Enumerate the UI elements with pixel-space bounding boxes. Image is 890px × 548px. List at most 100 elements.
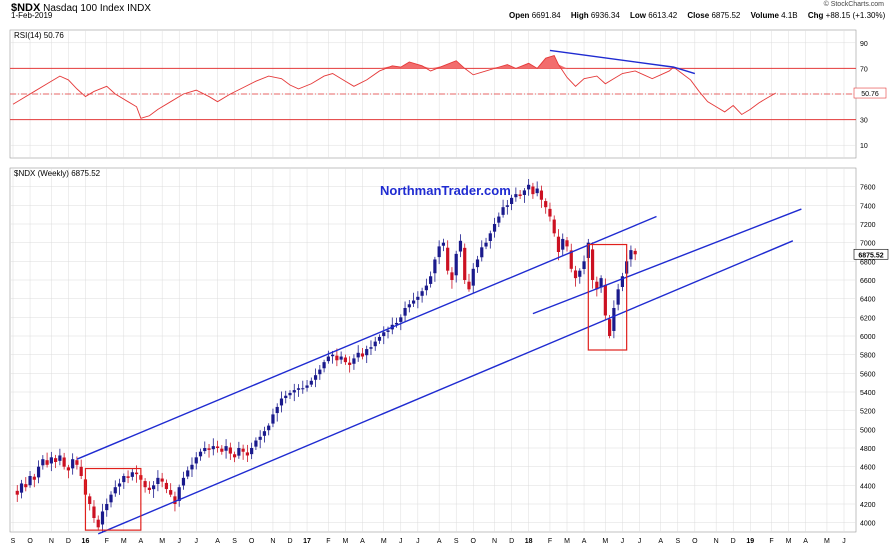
candle-body [267, 425, 271, 431]
candle-body [454, 253, 458, 276]
candle-body [279, 398, 284, 406]
close-label: Close [687, 11, 710, 20]
x-tick-label: O [692, 538, 698, 545]
rsi-tick-label: 10 [860, 143, 868, 150]
x-tick-label: J [842, 538, 846, 545]
candle-body [15, 490, 19, 495]
price-tick-label: 7000 [860, 241, 876, 248]
x-tick-label: F [548, 538, 552, 545]
price-tick-label: 5600 [860, 371, 876, 378]
candle-body [130, 472, 134, 477]
x-tick-label: S [675, 538, 680, 545]
open-value: 6691.84 [531, 11, 561, 20]
candle-body [608, 319, 612, 336]
x-tick-label: M [824, 538, 830, 545]
candle-body [360, 353, 365, 357]
price-title: $NDX (Weekly) 6875.52 [14, 169, 101, 178]
x-tick-label: N [49, 538, 54, 545]
candle-body [556, 236, 561, 252]
candle-body [497, 216, 501, 223]
candle-body [36, 466, 41, 478]
candle-body [501, 207, 505, 215]
x-tick-label: D [287, 538, 292, 545]
price-tick-label: 7400 [860, 203, 876, 210]
candle-body [109, 494, 113, 503]
x-tick-label: M [381, 538, 387, 545]
candle-body [590, 249, 595, 280]
candle-body [186, 470, 190, 477]
x-tick-label: M [159, 538, 165, 545]
last-price-box [853, 248, 889, 260]
candle-body [603, 284, 607, 316]
price-tick-label: 5800 [860, 353, 876, 360]
candle-body [505, 205, 509, 207]
candle-body [510, 197, 514, 204]
candle-body [373, 341, 377, 347]
candle-body [19, 483, 24, 493]
high-value: 6936.34 [590, 11, 620, 20]
candle-body [228, 447, 232, 454]
x-tick-label: J [638, 538, 642, 545]
candle-body [352, 358, 356, 364]
x-tick-label: N [270, 538, 275, 545]
x-tick-label: A [360, 538, 365, 545]
candle-body [100, 511, 105, 525]
candle-body [156, 477, 160, 484]
candle-body [514, 194, 518, 198]
candle-body [122, 476, 126, 483]
candle-body [309, 380, 313, 385]
candle-body [535, 188, 539, 194]
rsi-last-value: 50.76 [861, 91, 879, 98]
candle-body [45, 460, 49, 465]
candle-body [292, 390, 296, 393]
candle-body [527, 184, 531, 190]
price-tick-label: 4400 [860, 483, 876, 490]
x-tick-label: S [454, 538, 459, 545]
candle-body [32, 476, 36, 480]
x-tick-label: S [11, 538, 16, 545]
x-tick-label: A [215, 538, 220, 545]
candle-body [446, 247, 450, 271]
candle-body [147, 487, 151, 490]
price-tick-label: 4200 [860, 502, 876, 509]
price-tick-label: 6800 [860, 259, 876, 266]
candle-body [224, 446, 228, 451]
candle-body [620, 276, 624, 287]
candle-body [271, 414, 275, 424]
candle-body [433, 259, 437, 274]
candle-body [492, 224, 497, 232]
last-price-label: 6875.52 [858, 252, 883, 259]
candle-body [126, 476, 130, 478]
candle-body [348, 362, 352, 365]
volume-value: 4.1B [781, 11, 798, 20]
candle-body [578, 270, 582, 277]
volume-label: Volume [750, 11, 779, 20]
rsi-title: RSI(14) 50.76 [14, 31, 64, 40]
candle-body [318, 369, 322, 375]
candle-body [152, 485, 156, 490]
x-tick-label: F [769, 538, 773, 545]
candle-body [296, 388, 301, 390]
candle-body [113, 487, 117, 494]
x-tick-label: M [121, 538, 127, 545]
price-tick-label: 6600 [860, 278, 876, 285]
x-tick-label: A [582, 538, 587, 545]
price-tick-label: 5200 [860, 409, 876, 416]
candle-body [190, 464, 194, 470]
candle-body [629, 250, 633, 260]
candle-body [62, 457, 66, 467]
candle-body [467, 281, 471, 290]
symbol-label: $NDX [11, 2, 41, 14]
candle-body [66, 467, 70, 471]
highlight-box-2 [587, 243, 628, 351]
x-tick-label: M [342, 538, 348, 545]
x-tick-label: D [509, 538, 514, 545]
upper-channel-extension [532, 208, 802, 315]
x-tick-label: J [399, 538, 403, 545]
date-label: 1-Feb-2019 [11, 11, 53, 20]
x-tick-label: D [731, 538, 736, 545]
x-tick-label: N [492, 538, 497, 545]
candle-body [49, 457, 53, 464]
low-label: Low [630, 11, 647, 20]
